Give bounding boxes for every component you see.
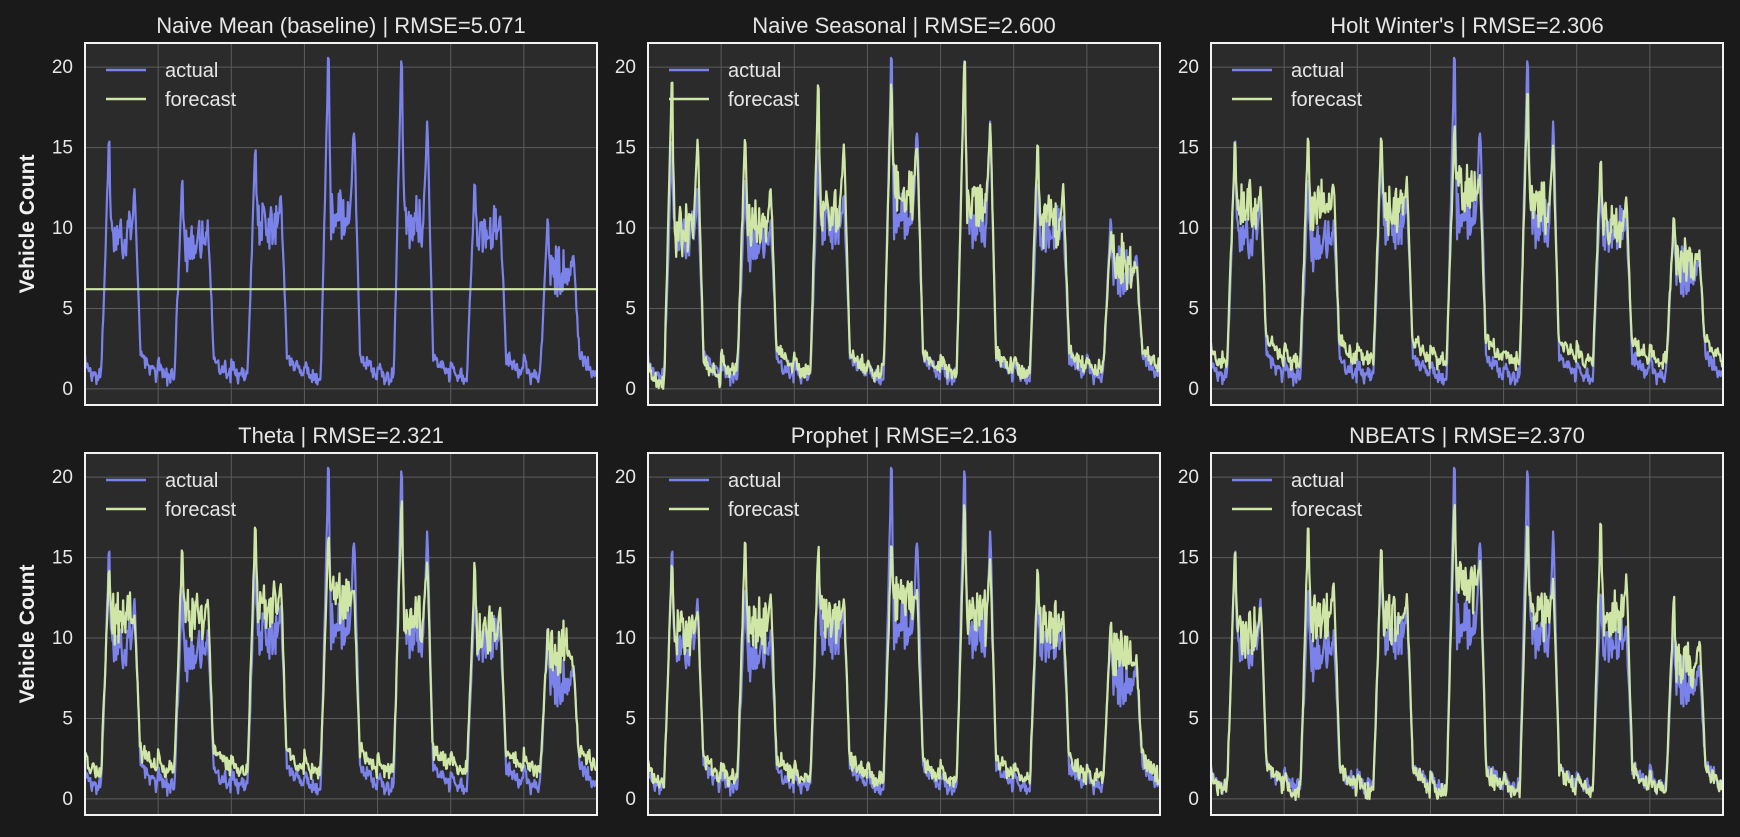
y-tick-label: 5 [1188,298,1199,319]
legend-label-forecast: forecast [728,89,800,111]
series-line-actual [648,466,1160,797]
series-line-actual [85,56,597,387]
series-group [648,56,1160,390]
y-tick-label: 5 [1188,708,1199,729]
panel-title: Theta | RMSE=2.321 [238,423,444,448]
legend-label-forecast: forecast [165,89,237,111]
y-tick-label: 10 [1178,628,1199,649]
y-tick-label: 5 [625,298,636,319]
panel-title: Naive Mean (baseline) | RMSE=5.071 [156,13,526,38]
row1-ylabel: Vehicle Count [16,155,39,294]
legend-label-actual: actual [165,60,218,82]
series-line-forecast [1211,503,1723,801]
series-line-forecast [648,60,1160,390]
legend-label-forecast: forecast [728,499,800,521]
axes-frame [1210,452,1724,816]
y-tick-label: 10 [1178,218,1199,239]
axes-frame [84,452,598,816]
y-tick-label: 5 [62,298,73,319]
series-group [648,466,1160,797]
y-tick-label: 15 [52,138,73,159]
y-tick-label: 20 [1178,57,1199,78]
panel-5: 0 5 10 15 20 Prophet | RMSE=2.163 actual foreca… [615,423,1161,816]
y-tick-label: 20 [1178,467,1199,488]
series-group [1211,56,1723,387]
y-tick-label: 0 [62,789,73,810]
legend-label-actual: actual [1291,470,1344,492]
y-tick-label: 5 [62,708,73,729]
y-tick-label: 15 [1178,548,1199,569]
panel-title: Holt Winter's | RMSE=2.306 [1330,13,1603,38]
axes-frame [647,452,1161,816]
legend-label-forecast: forecast [1291,499,1363,521]
series-group [1211,466,1723,801]
y-tick-label: 20 [615,57,636,78]
series-line-forecast [1211,93,1723,371]
panel-1: 0 5 10 15 20 Naive Mean (baseline) | RMSE=5.0… [52,13,598,406]
axes-frame [84,42,598,406]
y-tick-label: 20 [52,467,73,488]
y-tick-label: 0 [625,379,636,400]
y-tick-label: 20 [52,57,73,78]
y-tick-label: 15 [615,548,636,569]
legend-label-forecast: forecast [165,499,237,521]
y-tick-label: 10 [52,628,73,649]
y-tick-label: 15 [615,138,636,159]
panel-title: Naive Seasonal | RMSE=2.600 [752,13,1056,38]
y-tick-label: 5 [625,708,636,729]
legend-label-actual: actual [165,470,218,492]
panel-4: 0 5 10 15 20 Theta | RMSE=2.321 actual forecast [52,423,598,816]
y-tick-label: 15 [1178,138,1199,159]
panel-2: 0 5 10 15 20 Naive Seasonal | RMSE=2.600 actua… [615,13,1161,406]
legend-label-actual: actual [1291,60,1344,82]
series-line-forecast [85,500,597,780]
axes-frame [1210,42,1724,406]
legend-label-actual: actual [728,60,781,82]
y-tick-label: 10 [615,628,636,649]
y-tick-label: 0 [1188,789,1199,810]
legend-label-actual: actual [728,470,781,492]
y-tick-label: 10 [615,218,636,239]
panel-title: Prophet | RMSE=2.163 [791,423,1017,448]
y-tick-label: 0 [62,379,73,400]
row2-ylabel: Vehicle Count [16,565,39,704]
panel-3: 0 5 10 15 20 Holt Winter's | RMSE=2.306 actual… [1178,13,1724,406]
panel-title: NBEATS | RMSE=2.370 [1349,423,1585,448]
y-tick-label: 0 [625,789,636,810]
y-tick-label: 20 [615,467,636,488]
y-tick-label: 10 [52,218,73,239]
series-group [85,466,597,797]
series-line-forecast [648,504,1160,789]
y-tick-label: 0 [1188,379,1199,400]
series-group [85,56,597,387]
axes-frame [647,42,1161,406]
legend-label-forecast: forecast [1291,89,1363,111]
y-tick-label: 15 [52,548,73,569]
